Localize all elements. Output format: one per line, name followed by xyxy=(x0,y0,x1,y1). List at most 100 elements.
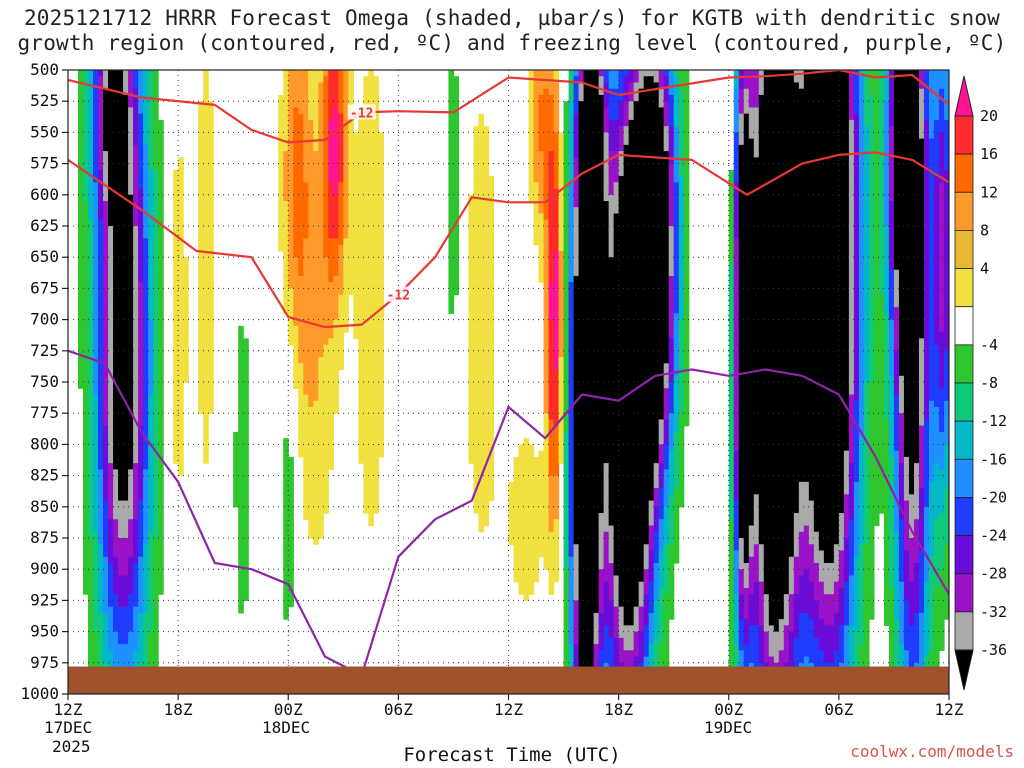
omega-cell xyxy=(293,194,309,202)
omega-cell xyxy=(903,438,920,445)
omega-cell xyxy=(763,631,770,639)
omega-cell xyxy=(543,375,550,383)
omega-cell xyxy=(943,307,949,314)
omega-cell xyxy=(848,138,855,146)
omega-cell xyxy=(668,132,675,140)
omega-cell xyxy=(533,101,540,109)
omega-cell xyxy=(623,82,630,90)
omega-cell xyxy=(683,300,690,308)
omega-cell xyxy=(568,101,575,109)
omega-cell xyxy=(558,394,565,402)
omega-cell xyxy=(728,357,735,364)
omega-cell xyxy=(893,76,920,84)
omega-cell xyxy=(313,144,319,152)
omega-cell xyxy=(108,463,114,470)
omega-cell xyxy=(108,550,114,558)
omega-cell xyxy=(853,369,860,377)
omega-cell xyxy=(883,531,890,539)
omega-cell xyxy=(888,425,895,433)
omega-cell xyxy=(888,126,895,133)
omega-cell xyxy=(733,469,740,477)
omega-cell xyxy=(608,169,620,177)
omega-cell xyxy=(148,238,154,246)
omega-cell xyxy=(533,88,545,96)
omega-cell xyxy=(858,506,865,514)
omega-cell xyxy=(848,350,855,358)
omega-cell xyxy=(813,625,840,633)
omega-cell xyxy=(128,569,134,577)
omega-cell xyxy=(563,481,570,489)
omega-cell xyxy=(803,569,810,577)
omega-cell xyxy=(138,226,144,233)
omega-cell xyxy=(863,182,870,190)
omega-cell xyxy=(238,369,249,377)
omega-cell xyxy=(618,138,625,146)
omega-cell xyxy=(563,338,570,346)
omega-cell xyxy=(108,531,114,539)
omega-cell xyxy=(568,357,575,364)
omega-cell xyxy=(878,119,885,127)
omega-cell xyxy=(883,338,890,346)
omega-cell xyxy=(753,151,760,158)
omega-cell xyxy=(513,456,550,464)
omega-cell xyxy=(763,606,770,614)
omega-cell xyxy=(733,625,740,633)
omega-cell xyxy=(738,438,850,445)
omega-cell xyxy=(343,169,349,177)
omega-cell xyxy=(853,569,860,577)
omega-cell xyxy=(943,226,949,233)
omega-cell xyxy=(848,257,855,265)
omega-cell xyxy=(543,194,550,202)
omega-cell xyxy=(133,269,139,277)
omega-cell xyxy=(878,201,885,208)
omega-cell xyxy=(683,338,690,346)
omega-cell xyxy=(678,101,685,109)
omega-cell xyxy=(523,438,530,445)
omega-cell xyxy=(238,506,249,514)
omega-cell xyxy=(278,144,289,152)
omega-cell xyxy=(303,144,314,152)
omega-cell xyxy=(338,126,344,133)
omega-cell xyxy=(598,606,605,614)
omega-cell xyxy=(758,151,850,158)
omega-cell xyxy=(873,101,880,109)
omega-cell xyxy=(848,506,855,514)
omega-cell xyxy=(933,232,940,240)
omega-cell xyxy=(143,538,149,545)
omega-cell xyxy=(103,119,129,127)
omega-cell xyxy=(848,325,855,333)
omega-cell xyxy=(478,119,485,127)
omega-cell xyxy=(843,488,850,495)
omega-cell xyxy=(113,238,134,246)
omega-cell xyxy=(868,406,885,414)
omega-cell xyxy=(88,338,94,346)
omega-cell xyxy=(863,450,870,458)
omega-cell xyxy=(673,176,680,183)
omega-cell xyxy=(148,600,154,608)
omega-cell xyxy=(923,562,930,570)
omega-cell xyxy=(573,282,670,289)
omega-cell xyxy=(728,513,735,520)
omega-cell xyxy=(863,556,875,564)
omega-cell xyxy=(548,319,555,327)
omega-cell xyxy=(103,494,109,502)
omega-cell xyxy=(513,463,550,470)
omega-cell xyxy=(548,375,560,383)
omega-cell xyxy=(608,550,615,558)
omega-cell xyxy=(863,369,870,377)
omega-cell xyxy=(673,419,680,427)
omega-cell xyxy=(148,113,154,121)
omega-cell xyxy=(468,282,495,289)
omega-cell xyxy=(238,569,249,577)
omega-cell xyxy=(153,444,159,452)
omega-cell xyxy=(148,525,154,533)
omega-cell xyxy=(748,132,760,140)
omega-cell xyxy=(138,463,144,470)
omega-cell xyxy=(133,550,139,558)
omega-cell xyxy=(563,506,570,514)
omega-cell xyxy=(923,144,930,152)
omega-cell xyxy=(633,107,665,115)
omega-cell xyxy=(898,587,905,595)
omega-cell xyxy=(728,525,735,533)
omega-cell xyxy=(668,207,675,215)
